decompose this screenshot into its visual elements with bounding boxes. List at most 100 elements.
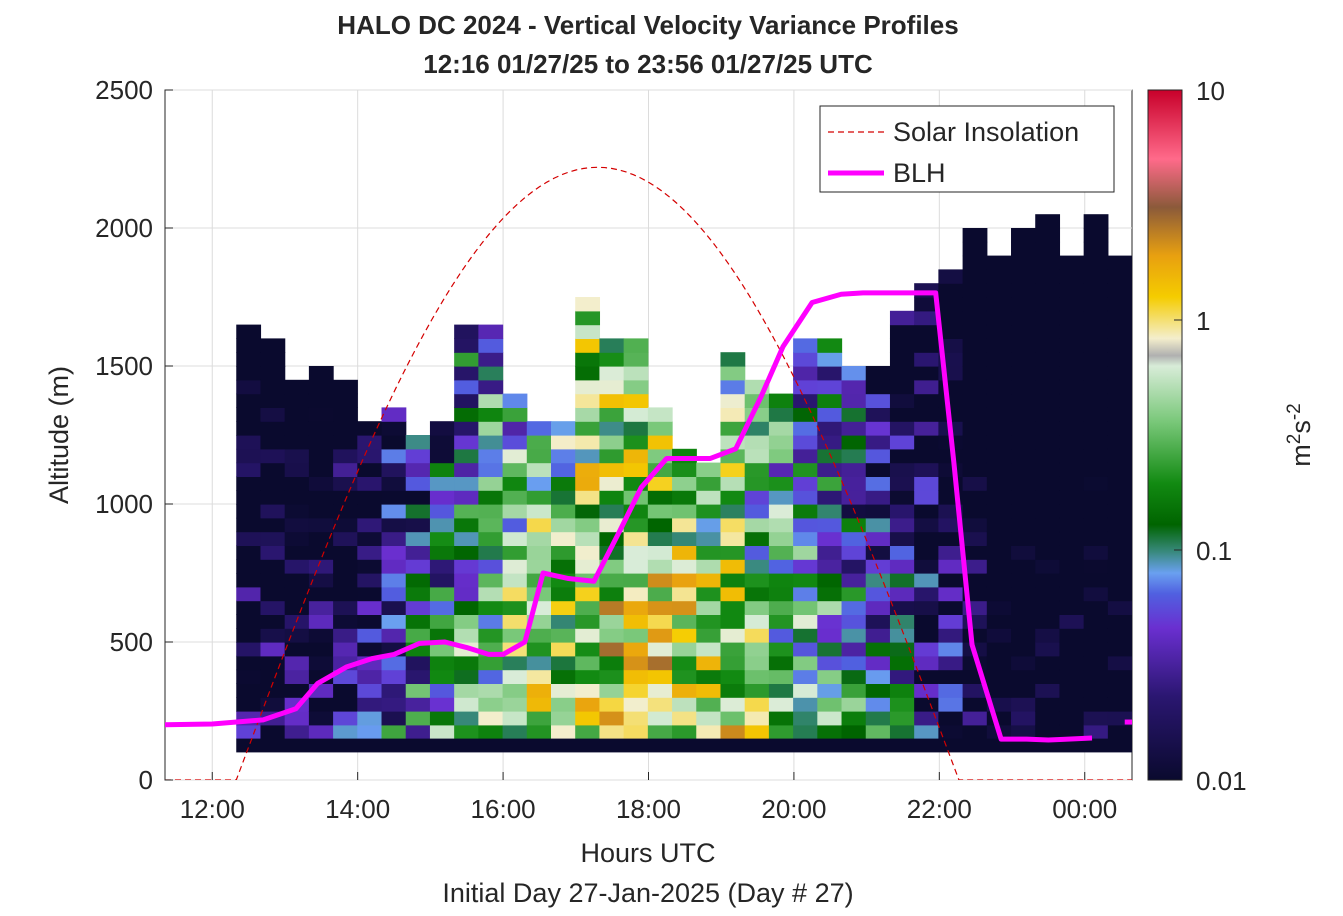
heatmap-cell (236, 586, 262, 602)
heatmap-cell (405, 559, 431, 574)
heatmap-cell (1107, 462, 1132, 477)
heatmap-cell (381, 600, 407, 615)
heatmap-cell (720, 586, 746, 602)
heatmap-cell (865, 559, 891, 574)
heatmap-cell (793, 655, 818, 671)
heatmap-cell (526, 435, 552, 450)
heatmap-cell (236, 724, 262, 740)
heatmap-cell (841, 697, 867, 712)
heatmap-cell (720, 531, 746, 546)
heatmap-cell (817, 531, 843, 546)
heatmap-cell (1083, 421, 1109, 436)
heatmap-cell (357, 573, 383, 588)
heatmap-cell (357, 697, 383, 712)
heatmap-cell (962, 324, 988, 339)
heatmap-cell (599, 573, 625, 588)
heatmap-cell (429, 711, 455, 726)
heatmap-cell (817, 448, 843, 464)
heatmap-cell (986, 435, 1012, 450)
heatmap-cell (429, 655, 455, 671)
heatmap-cell (914, 683, 939, 698)
heatmap-cell (1011, 435, 1036, 450)
heatmap-cell (236, 338, 262, 353)
x-tick-label: 18:00 (616, 794, 681, 824)
heatmap-cell (1083, 448, 1109, 464)
heatmap-cell (768, 531, 794, 546)
legend-blh-label: BLH (893, 158, 946, 188)
heatmap-cell (768, 697, 794, 712)
heatmap-cell (478, 545, 504, 560)
heatmap-cell (1011, 655, 1036, 671)
heatmap-cell (526, 711, 552, 726)
heatmap-cell (793, 448, 818, 464)
heatmap-cell (623, 642, 649, 657)
heatmap-cell (720, 421, 746, 436)
heatmap-cell (478, 697, 504, 712)
heatmap-cell (454, 683, 479, 698)
heatmap-cell (454, 476, 479, 491)
heatmap-cell (502, 407, 528, 422)
heatmap-cell (575, 407, 601, 422)
heatmap-cell (793, 600, 818, 615)
heatmap-cell (914, 435, 939, 450)
heatmap-cell (768, 462, 794, 477)
heatmap-cell (260, 476, 286, 491)
heatmap-cell (1035, 476, 1061, 491)
heatmap-cell (986, 628, 1012, 643)
heatmap-cell (357, 545, 383, 560)
heatmap-cell (1035, 421, 1061, 436)
heatmap-cell (1011, 531, 1036, 546)
heatmap-cell (1059, 283, 1085, 298)
heatmap-cell (647, 642, 673, 657)
heatmap-cell (381, 531, 407, 546)
heatmap-cell (889, 614, 915, 629)
heatmap-cell (889, 448, 915, 464)
heatmap-cell (551, 711, 576, 726)
heatmap-cell (914, 393, 939, 408)
heatmap-cell (793, 531, 818, 546)
heatmap-cell (1035, 297, 1061, 312)
heatmap-cell (575, 600, 601, 615)
heatmap-cell (889, 407, 915, 422)
heatmap-cell (236, 504, 262, 519)
heatmap-cell (502, 531, 528, 546)
heatmap-cell (502, 711, 528, 726)
heatmap-cell (1205, 518, 1230, 532)
y-tick-label: 1000 (95, 489, 153, 519)
heatmap-cell (696, 600, 722, 615)
heatmap-cell (1205, 628, 1230, 642)
heatmap-cell (284, 407, 310, 422)
heatmap-cell (260, 407, 286, 422)
heatmap-cell (914, 352, 939, 367)
heatmap-cell (1107, 697, 1132, 712)
heatmap-cell (768, 504, 794, 519)
heatmap-cell (478, 352, 504, 367)
heatmap-cell (914, 476, 939, 491)
heatmap-cell (478, 628, 504, 643)
heatmap-cell (1059, 517, 1085, 533)
heatmap-cell (623, 531, 649, 546)
heatmap-cell (357, 448, 383, 464)
heatmap-cell (865, 628, 891, 643)
heatmap-cell (986, 683, 1012, 698)
heatmap-cell (672, 517, 697, 533)
heatmap-cell (478, 724, 504, 740)
heatmap-cell (1205, 656, 1230, 670)
heatmap-cell (454, 545, 479, 560)
heatmap-cell (1059, 724, 1085, 740)
heatmap-cell (526, 697, 552, 712)
heatmap-cell (599, 669, 625, 684)
heatmap-cell (865, 586, 891, 602)
heatmap-cell (768, 586, 794, 602)
heatmap-cell (599, 586, 625, 602)
heatmap-cell (647, 531, 673, 546)
heatmap-cell (696, 490, 722, 505)
heatmap-cell (744, 683, 770, 698)
heatmap-cell (793, 407, 818, 422)
heatmap-cell (914, 297, 939, 312)
heatmap-cell (962, 573, 988, 588)
heatmap-cell (865, 490, 891, 505)
colorbar: 0.01 0.1 1 10 m2s-2 (1147, 76, 1316, 796)
heatmap-cell (1180, 269, 1205, 283)
heatmap-cell (889, 476, 915, 491)
